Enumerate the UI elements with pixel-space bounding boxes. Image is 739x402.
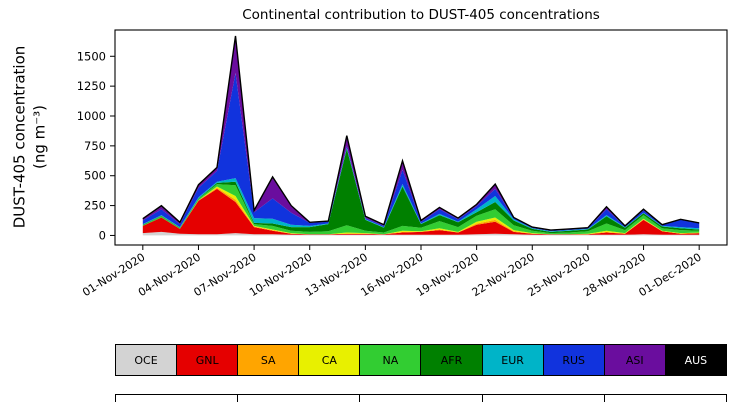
y-tick-label: 1250 [77,79,106,93]
legend-item-CA: CA [298,345,360,375]
y-tick-label: 1000 [77,109,106,123]
legend-item-SA: SA [237,345,299,375]
y-tick-label: 250 [84,199,106,213]
y-tick-label: 500 [84,169,106,183]
legend-item-OCE: OCE [116,345,177,375]
y-axis-label-line1: DUST-405 concentration [10,45,29,229]
legend-second-row-cell [481,395,604,402]
legend-item-AFR: AFR [420,345,482,375]
area-OCE [142,231,700,236]
y-axis-label-line2: (ng m⁻³) [30,104,48,170]
legend-item-NA: NA [359,345,421,375]
chart-title: Continental contribution to DUST-405 con… [242,7,600,23]
stacked-area-plot: 025050075010001250150001-Nov-202004-Nov-… [77,29,728,300]
legend-second-row [115,394,727,402]
legend-item-ASI: ASI [603,345,665,375]
legend-item-GNL: GNL [176,345,238,375]
legend-second-row-cell [603,395,726,402]
y-axis-label: DUST-405 concentration (ng m⁻³) [11,46,50,229]
x-tick-label: 01-Dec-2020 [637,251,704,300]
legend-second-row-cell [116,395,237,402]
legend-item-AUS: AUS [664,345,726,375]
legend-item-EUR: EUR [481,345,543,375]
stack-top-outline [142,35,700,231]
y-tick-label: 750 [84,139,106,153]
area-GNL [142,188,700,235]
y-tick-label: 1500 [77,49,106,63]
y-tick-label: 0 [99,228,106,242]
legend-second-row-cell [359,395,481,402]
legend: OCE GNL SA CA NA AFR EUR RUS ASI AUS [115,344,727,376]
legend-item-RUS: RUS [542,345,604,375]
legend-second-row-cell [237,395,359,402]
